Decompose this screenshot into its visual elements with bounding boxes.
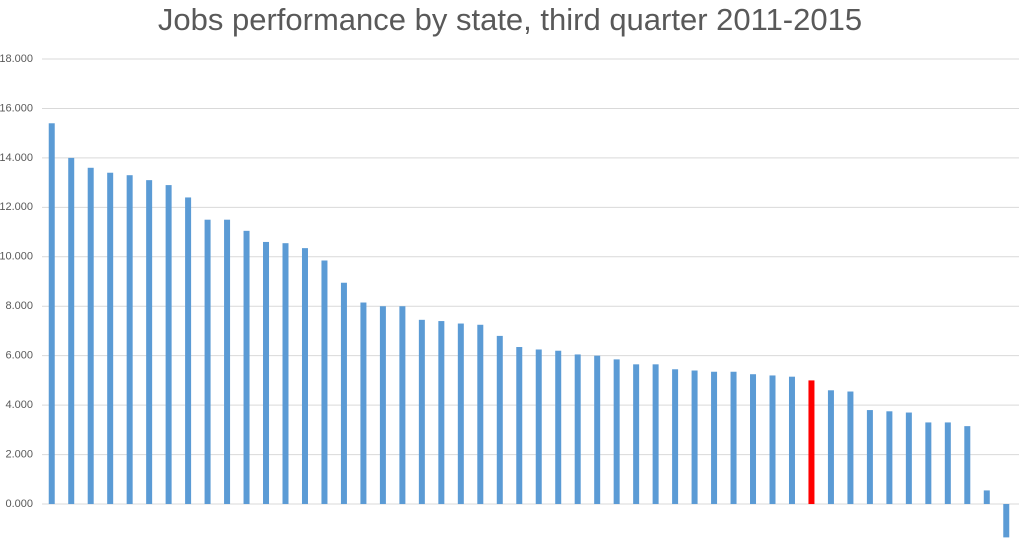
bar xyxy=(672,369,679,505)
bar xyxy=(711,371,718,505)
bar xyxy=(866,410,873,505)
bar xyxy=(107,172,114,505)
bar xyxy=(496,335,503,505)
bar xyxy=(555,350,562,505)
bar xyxy=(379,306,386,505)
bar xyxy=(730,371,737,505)
bar xyxy=(964,426,971,505)
y-tick-label: 6.000 xyxy=(5,350,33,362)
bar xyxy=(263,241,270,505)
y-tick-label: 16.000 xyxy=(0,102,33,114)
bar xyxy=(87,167,94,505)
bar xyxy=(827,390,834,505)
bar xyxy=(224,219,231,505)
bar xyxy=(633,364,640,505)
bar xyxy=(535,349,542,505)
bar xyxy=(788,376,795,505)
bar xyxy=(925,422,932,505)
bar xyxy=(477,324,484,505)
bar xyxy=(574,354,581,505)
bar xyxy=(750,374,757,505)
bar xyxy=(243,230,250,505)
bar xyxy=(185,197,192,505)
bar xyxy=(886,411,893,505)
bar xyxy=(282,243,289,505)
chart-title: Jobs performance by state, third quarter… xyxy=(158,2,862,37)
y-tick-label: 8.000 xyxy=(5,300,33,312)
bar xyxy=(457,323,464,505)
bar xyxy=(1003,504,1010,538)
bar xyxy=(126,175,133,505)
bar xyxy=(808,380,815,505)
bar xyxy=(146,180,153,505)
y-tick-label: 4.000 xyxy=(5,399,33,411)
bar xyxy=(399,306,406,505)
bar xyxy=(301,248,308,505)
bar xyxy=(652,364,659,505)
y-tick-label: 12.000 xyxy=(0,201,33,213)
y-tick-label: 18.000 xyxy=(0,53,33,65)
bar xyxy=(594,355,601,505)
bar xyxy=(204,219,211,505)
bar xyxy=(360,302,367,505)
bar xyxy=(321,260,328,505)
y-tick-label: 0.000 xyxy=(5,498,33,510)
bar xyxy=(165,185,172,505)
bar xyxy=(418,319,425,505)
bar xyxy=(516,347,523,505)
bar xyxy=(847,391,854,505)
y-tick-label: 10.000 xyxy=(0,251,33,263)
bar xyxy=(48,123,55,505)
bar xyxy=(613,359,620,505)
bar xyxy=(905,412,912,505)
bar xyxy=(983,490,990,505)
bar xyxy=(769,375,776,505)
bar xyxy=(340,282,347,505)
bar xyxy=(691,370,698,505)
y-tick-label: 14.000 xyxy=(0,152,33,164)
bar xyxy=(68,157,75,505)
bar xyxy=(944,422,951,505)
bar xyxy=(438,321,445,505)
y-tick-label: 2.000 xyxy=(5,448,33,460)
